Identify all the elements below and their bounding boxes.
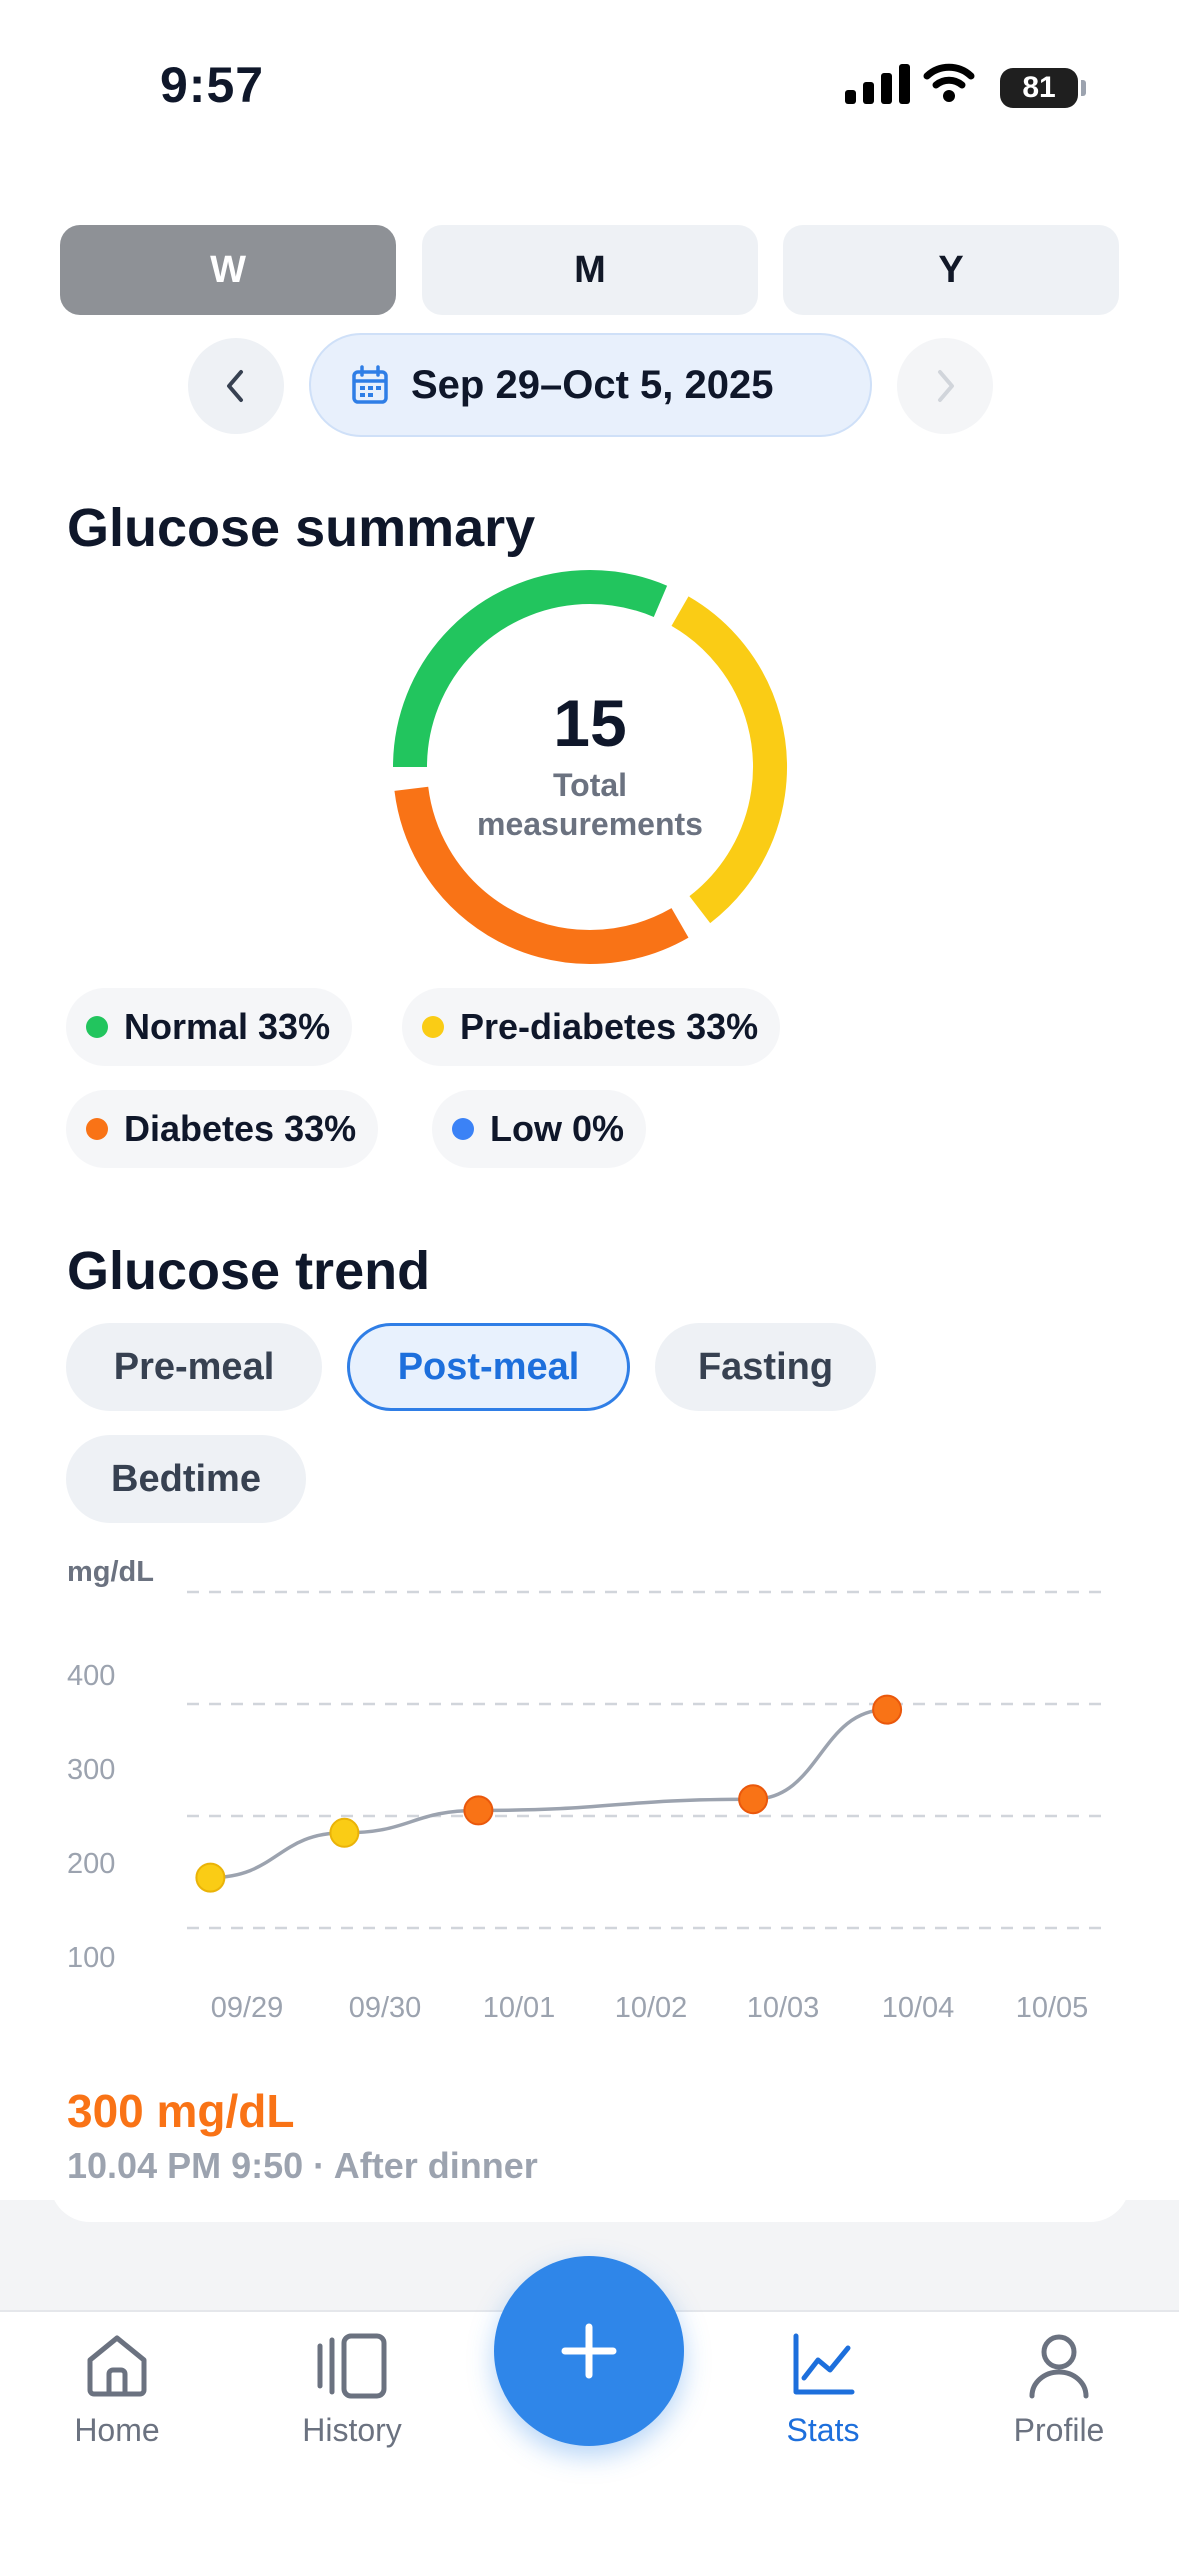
- legend-prediabetes: Pre-diabetes 33%: [402, 988, 781, 1066]
- data-point-2[interactable]: [463, 1795, 494, 1826]
- nav-home-label: Home: [74, 2412, 160, 2448]
- filter-bedtime[interactable]: Bedtime: [66, 1435, 306, 1523]
- period-tab-month[interactable]: M: [422, 225, 758, 315]
- filter-post-meal[interactable]: Post-meal: [347, 1323, 630, 1411]
- date-range-picker[interactable]: Sep 29–Oct 5, 2025: [309, 333, 872, 437]
- data-point-0[interactable]: [195, 1862, 226, 1893]
- glucose-trend-chart: [187, 1590, 1110, 1930]
- summary-title: Glucose summary: [67, 498, 536, 558]
- data-point-4[interactable]: [872, 1694, 903, 1725]
- donut-segment-normal: [393, 570, 787, 964]
- legend-normal: Normal 33%: [66, 988, 353, 1066]
- x-tick-1002: 10/02: [614, 1992, 688, 2024]
- glucose-donut-chart: [393, 570, 787, 964]
- x-tick-0930: 09/30: [348, 1992, 422, 2024]
- home-icon: [87, 2335, 147, 2397]
- nav-profile[interactable]: Profile: [959, 2330, 1159, 2449]
- low-dot-icon: [452, 1118, 474, 1140]
- y-axis-unit: mg/dL: [67, 1556, 154, 1588]
- total-measurements-label: Total measurements: [477, 766, 703, 842]
- legend-diabetes-label: Diabetes 33%: [124, 1108, 357, 1149]
- glucose-summary-card: Glucose summary 15 Total measurements No…: [50, 475, 1130, 1185]
- cellular-signal-icon: [845, 62, 910, 104]
- wifi-icon: [923, 63, 975, 102]
- legend-diabetes: Diabetes 33%: [66, 1090, 379, 1168]
- date-range-label: Sep 29–Oct 5, 2025: [411, 362, 774, 407]
- period-tab-year[interactable]: Y: [783, 225, 1119, 315]
- legend-normal-label: Normal 33%: [124, 1006, 331, 1047]
- chevron-right-icon: [938, 370, 954, 402]
- chevron-left-icon: [227, 370, 243, 402]
- selected-reading-value: 300 mg/dL: [67, 2085, 295, 2137]
- nav-home[interactable]: Home: [17, 2330, 217, 2449]
- y-tick-300: 300: [67, 1754, 116, 1786]
- trend-line: [210, 1707, 888, 1880]
- donut-center: 15 Total measurements: [390, 567, 790, 967]
- add-measurement-button[interactable]: [494, 2256, 684, 2446]
- next-period-button[interactable]: [897, 338, 993, 434]
- nav-history[interactable]: History: [252, 2330, 452, 2449]
- plus-icon: [561, 2323, 617, 2379]
- selected-reading-meta: 10.04 PM 9:50 · After dinner: [67, 2145, 538, 2186]
- glucose-trend-card: Glucose trend Pre-meal Post-meal Fasting…: [50, 1222, 1130, 2222]
- trend-title: Glucose trend: [67, 1241, 431, 1301]
- nav-stats-label: Stats: [786, 2412, 860, 2448]
- battery-icon: 81: [1000, 68, 1078, 108]
- y-tick-100: 100: [67, 1942, 116, 1974]
- nav-history-label: History: [302, 2412, 402, 2448]
- battery-cap: [1081, 80, 1086, 96]
- status-time: 9:57: [160, 57, 265, 113]
- history-icon: [317, 2333, 387, 2399]
- normal-dot-icon: [86, 1016, 108, 1038]
- legend-prediabetes-label: Pre-diabetes 33%: [460, 1006, 759, 1047]
- nav-profile-label: Profile: [1013, 2412, 1105, 2448]
- filter-fasting[interactable]: Fasting: [655, 1323, 876, 1411]
- period-tab-week[interactable]: W: [60, 225, 396, 315]
- data-point-3[interactable]: [738, 1784, 769, 1815]
- diabetes-dot-icon: [86, 1118, 108, 1140]
- nav-stats[interactable]: Stats: [723, 2330, 923, 2449]
- stats-icon: [793, 2333, 855, 2395]
- x-tick-1001: 10/01: [482, 1992, 556, 2024]
- calendar-icon: [352, 365, 388, 404]
- x-tick-0929: 09/29: [210, 1992, 284, 2024]
- x-tick-1005: 10/05: [1015, 1992, 1089, 2024]
- x-tick-1004: 10/04: [881, 1992, 955, 2024]
- x-tick-1003: 10/03: [746, 1992, 820, 2024]
- donut-segment-prediabetes: [393, 570, 787, 964]
- total-measurements-value: 15: [553, 685, 627, 760]
- data-point-1[interactable]: [329, 1817, 360, 1848]
- donut-segment-diabetes: [393, 570, 787, 964]
- status-bar: 9:57 81: [0, 0, 1179, 170]
- y-tick-200: 200: [67, 1848, 116, 1880]
- filter-pre-meal[interactable]: Pre-meal: [66, 1323, 322, 1411]
- legend-low-label: Low 0%: [490, 1108, 625, 1149]
- y-tick-400: 400: [67, 1660, 116, 1692]
- previous-period-button[interactable]: [188, 338, 284, 434]
- prediabetes-dot-icon: [422, 1016, 444, 1038]
- legend-low: Low 0%: [432, 1090, 647, 1168]
- profile-icon: [1029, 2334, 1089, 2399]
